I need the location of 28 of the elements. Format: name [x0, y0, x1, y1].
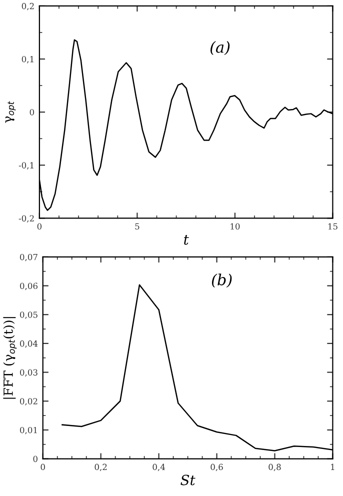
x-tick-label: 0,2	[94, 464, 107, 472]
x-axis-title: St	[180, 474, 196, 486]
y-tick-label: 0	[30, 109, 34, 116]
y-tick-label: 0,06	[20, 282, 38, 290]
x-tick-label: 10	[230, 223, 240, 230]
y-tick-label: 0,02	[20, 398, 38, 406]
annotation: (a)	[210, 41, 230, 56]
y-tick-label: 0,03	[20, 369, 38, 377]
y-tick-label: 0	[33, 456, 38, 462]
y-axis-title: γ$_{opt}$	[5, 101, 16, 123]
annotation: (b)	[212, 274, 232, 288]
x-tick-label: 0,6	[210, 464, 223, 472]
y-tick-label: 0,04	[20, 340, 38, 348]
x-tick-label: 0,4	[152, 464, 166, 472]
y-tick-label: 0,01	[20, 426, 37, 434]
x-tick-label: 0	[40, 464, 45, 470]
y-tick-label: -0,2	[18, 215, 34, 223]
x-tick-label: 15	[328, 223, 338, 230]
x-tick-label: 0,8	[268, 464, 281, 472]
y-tick-label: -0,1	[18, 162, 34, 170]
y-tick-label: 0,05	[20, 312, 38, 319]
x-tick-label: 5	[135, 223, 140, 230]
y-tick-label: 0,07	[20, 254, 38, 262]
y-axis-title: |FFT (γ$_{opt}$(t))|	[3, 317, 17, 399]
x-axis-title: t	[184, 235, 189, 245]
y-tick-label: 0,1	[22, 56, 34, 64]
y-tick-label: 0,2	[22, 2, 34, 10]
x-tick-label: 1	[331, 464, 334, 470]
